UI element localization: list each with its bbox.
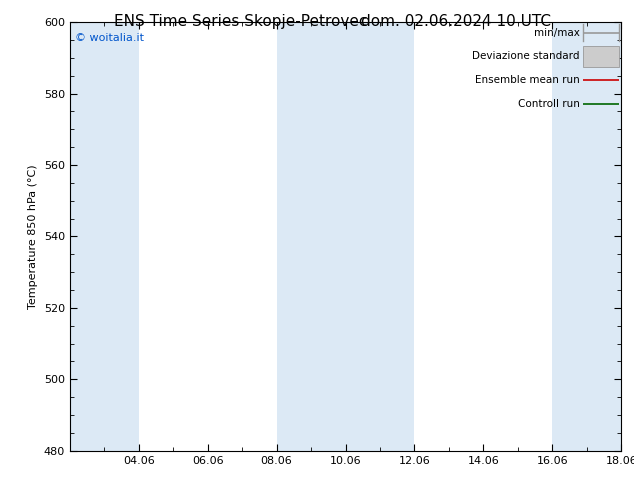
Y-axis label: Temperature 850 hPa (°C): Temperature 850 hPa (°C) [28,164,38,309]
Text: Ensemble mean run: Ensemble mean run [476,75,580,85]
Text: min/max: min/max [534,28,580,38]
Text: ENS Time Series Skopje-Petrovec: ENS Time Series Skopje-Petrovec [114,14,368,29]
Bar [70,22,139,451]
Text: Controll run: Controll run [518,98,580,108]
Bar [552,22,634,451]
Text: dom. 02.06.2024 10 UTC: dom. 02.06.2024 10 UTC [361,14,552,29]
FancyBboxPatch shape [583,46,619,67]
Bar [276,22,415,451]
Text: Deviazione standard: Deviazione standard [472,51,580,61]
Text: © woitalia.it: © woitalia.it [75,33,145,43]
